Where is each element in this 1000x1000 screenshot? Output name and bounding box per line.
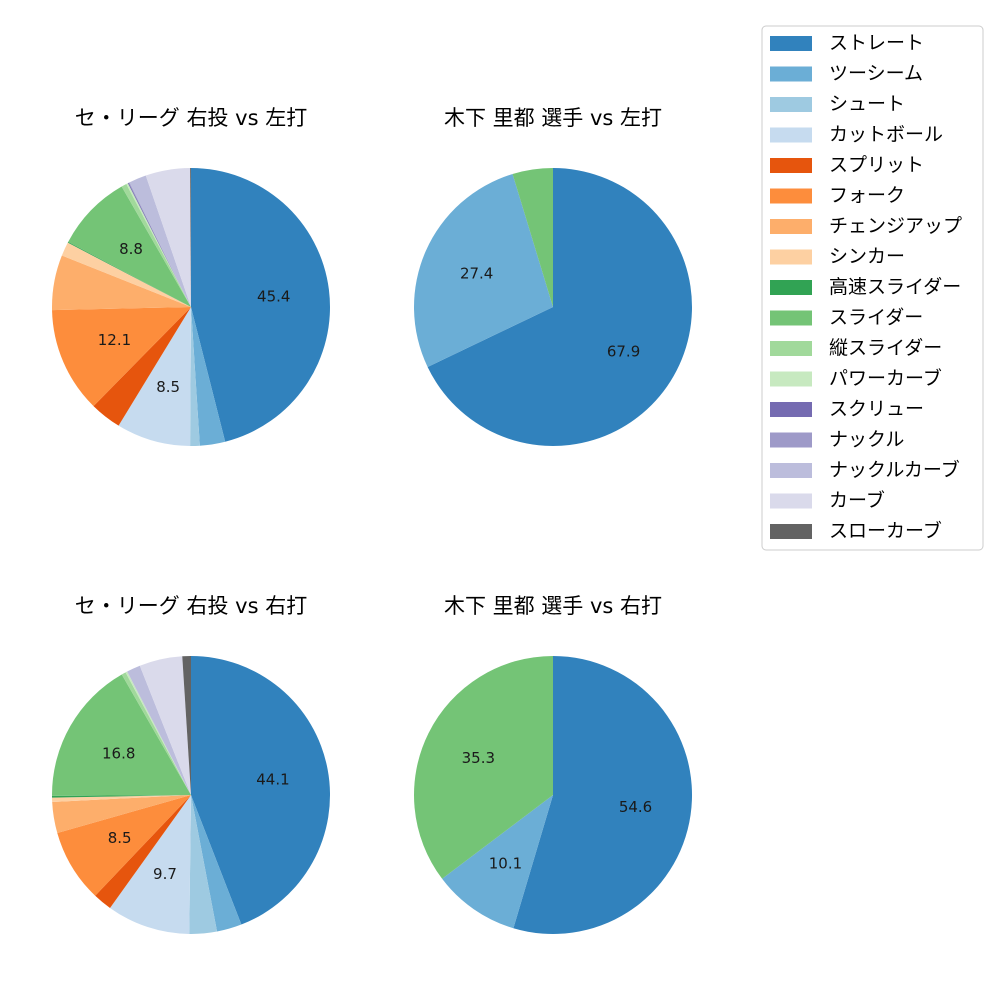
pie-1-label-10: 8.8 xyxy=(119,240,143,258)
pie-3-slice-1 xyxy=(191,656,331,925)
pie-title-4: 木下 里都 選手 vs 右打 xyxy=(444,594,662,618)
pie-1-slice-16 xyxy=(145,168,191,307)
pie-chart-3: 44.1 9.7 8.5 16.8 xyxy=(51,656,331,935)
legend-frame xyxy=(761,25,984,551)
pie-3-label-10: 16.8 xyxy=(102,744,135,762)
pie-1-slice-11 xyxy=(121,183,191,307)
pie-4-label-1: 54.6 xyxy=(619,798,652,816)
legend: ストレートツーシームシュートカットボールスプリットフォークチェンジアップシンカー… xyxy=(761,25,984,551)
legend-swatch-14 xyxy=(770,432,812,448)
pie-1-slice-7 xyxy=(51,255,192,311)
pie-3-label-1: 44.1 xyxy=(256,771,289,789)
legend-swatch-17 xyxy=(770,524,812,539)
pie-3-label-4: 9.7 xyxy=(153,865,177,883)
legend-label-11: 縦スライダー xyxy=(829,337,942,359)
pie-title-3: セ・リーグ 右投 vs 右打 xyxy=(75,594,307,618)
pie-3-slice-13 xyxy=(127,665,191,795)
pie-4-slice-1 xyxy=(513,656,693,935)
pie-1-slice-3 xyxy=(190,307,200,447)
legend-label-8: シンカー xyxy=(829,246,905,268)
legend-swatch-16 xyxy=(770,493,812,509)
pie-3-slice-6 xyxy=(57,795,191,896)
pie-1-slice-14 xyxy=(128,182,191,307)
pie-title-2: 木下 里都 選手 vs 左打 xyxy=(444,106,662,130)
pie-4-label-3: 35.3 xyxy=(462,749,495,767)
pie-2-slice-3 xyxy=(512,168,553,307)
legend-swatch-7 xyxy=(770,219,812,234)
pie-2-label-2: 27.4 xyxy=(460,264,493,282)
legend-swatch-15 xyxy=(770,463,812,478)
legend-label-6: フォーク xyxy=(829,185,905,207)
legend-label-5: スプリット xyxy=(829,154,924,176)
legend-swatch-8 xyxy=(770,249,812,265)
legend-swatch-13 xyxy=(770,402,812,417)
pie-3-slice-10 xyxy=(51,674,191,796)
pie-1-slice-13 xyxy=(127,182,191,307)
legend-swatch-3 xyxy=(770,97,812,112)
pie-4-label-2: 10.1 xyxy=(489,855,522,873)
pie-3-slice-3 xyxy=(189,795,218,935)
pie-3-slice-9 xyxy=(52,795,191,798)
legend-swatch-10 xyxy=(770,310,812,326)
legend-label-15: ナックルカーブ xyxy=(829,458,960,481)
legend-label-13: スクリュー xyxy=(829,398,924,420)
legend-swatch-11 xyxy=(770,341,812,356)
pie-1-slice-9 xyxy=(67,241,191,307)
pie-4-slice-3 xyxy=(414,656,553,879)
pie-1-slice-1 xyxy=(191,168,331,442)
pie-1-slice-6 xyxy=(52,307,191,407)
pie-2-label-1: 67.9 xyxy=(607,342,640,360)
legend-swatch-9 xyxy=(770,280,812,295)
legend-label-3: シュート xyxy=(829,93,905,115)
pie-4-slice-2 xyxy=(442,795,553,929)
legend-swatch-6 xyxy=(770,188,812,204)
pie-3-slice-15 xyxy=(182,656,191,795)
pie-chart-1: 45.4 8.5 12.1 8.8 xyxy=(51,167,331,447)
pie-3-slice-4 xyxy=(110,795,191,934)
pie-1-label-1: 45.4 xyxy=(257,288,290,306)
legend-label-2: ツーシーム xyxy=(829,63,923,85)
legend-swatch-12 xyxy=(770,371,812,387)
legend-label-7: チェンジアップ xyxy=(829,215,962,237)
pie-1-slice-12 xyxy=(126,183,191,307)
pie-1-slice-10 xyxy=(68,186,191,307)
pie-3-slice-12 xyxy=(125,671,191,795)
pie-1-label-4: 8.5 xyxy=(156,378,180,396)
pie-chart-4: 54.6 10.1 35.3 xyxy=(414,656,693,935)
pie-1-slice-4 xyxy=(118,307,191,446)
pie-1-slice-8 xyxy=(61,242,192,307)
pie-3-slice-5 xyxy=(95,795,191,908)
pie-2-slice-1 xyxy=(427,168,692,446)
pie-3-slice-8 xyxy=(52,795,191,802)
legend-label-12: パワーカーブ xyxy=(829,367,942,390)
pie-3-slice-7 xyxy=(52,795,192,833)
pie-1-label-6: 12.1 xyxy=(98,331,131,349)
pie-3-slice-11 xyxy=(121,672,191,795)
legend-swatch-5 xyxy=(770,158,812,173)
legend-label-14: ナックル xyxy=(829,429,904,451)
legend-label-10: スライダー xyxy=(829,307,923,329)
legend-label-17: スローカーブ xyxy=(829,519,942,542)
pie-3-slice-14 xyxy=(139,656,191,795)
pie-3-slice-2 xyxy=(191,795,242,932)
pie-2-slice-2 xyxy=(413,174,553,367)
pie-1-slice-2 xyxy=(191,307,226,446)
legend-swatch-2 xyxy=(770,66,812,82)
legend-label-9: 高速スライダー xyxy=(829,276,961,298)
legend-label-16: カーブ xyxy=(829,489,885,512)
pie-1-slice-5 xyxy=(93,307,191,426)
pie-chart-2: 67.9 27.4 xyxy=(413,168,692,446)
pie-1-slice-15 xyxy=(129,175,191,307)
pie-3-label-6: 8.5 xyxy=(108,829,132,847)
legend-swatch-1 xyxy=(770,36,812,51)
pie-title-1: セ・リーグ 右投 vs 左打 xyxy=(75,106,307,130)
legend-label-1: ストレート xyxy=(829,32,924,54)
pie-1-slice-17 xyxy=(190,167,191,307)
legend-label-4: カットボール xyxy=(829,124,943,146)
legend-swatch-4 xyxy=(770,127,812,143)
